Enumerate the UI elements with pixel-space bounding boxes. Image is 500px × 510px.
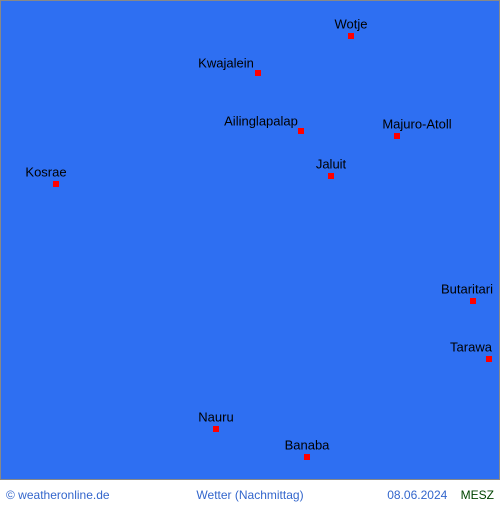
map-marker[interactable] <box>470 298 476 304</box>
map-marker[interactable] <box>394 133 400 139</box>
map-area: Wotje Kwajalein Ailinglapalap Majuro-Atoll J… <box>0 0 500 480</box>
weather-map-container: Wotje Kwajalein Ailinglapalap Majuro-Atoll J… <box>0 0 500 510</box>
map-marker[interactable] <box>348 33 354 39</box>
date-and-tz: 08.06.2024 MESZ <box>387 488 494 502</box>
timezone-label: MESZ <box>461 488 494 502</box>
map-marker[interactable] <box>298 128 304 134</box>
map-label: Nauru <box>198 410 233 425</box>
map-label: Majuro-Atoll <box>382 117 451 132</box>
map-marker[interactable] <box>255 70 261 76</box>
forecast-title: Wetter (Nachmittag) <box>196 488 303 502</box>
footer-bar: © weatheronline.de Wetter (Nachmittag) 0… <box>0 480 500 510</box>
map-marker[interactable] <box>304 454 310 460</box>
date-label: 08.06.2024 <box>387 488 447 502</box>
map-marker[interactable] <box>486 356 492 362</box>
map-label: Banaba <box>285 438 330 453</box>
map-label: Tarawa <box>450 340 492 355</box>
map-label: Kosrae <box>25 165 66 180</box>
map-label: Kwajalein <box>198 56 254 71</box>
map-label: Butaritari <box>441 282 493 297</box>
map-marker[interactable] <box>213 426 219 432</box>
map-label: Jaluit <box>316 157 346 172</box>
map-label: Ailinglapalap <box>224 114 298 129</box>
map-marker[interactable] <box>328 173 334 179</box>
map-label: Wotje <box>335 17 368 32</box>
copyright-text: © weatheronline.de <box>6 488 110 502</box>
map-marker[interactable] <box>53 181 59 187</box>
